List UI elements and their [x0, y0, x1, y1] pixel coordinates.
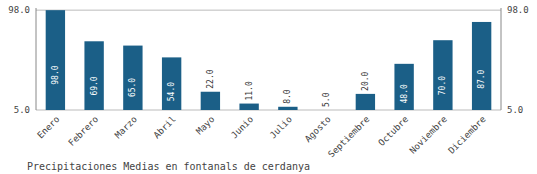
data-label: 8.0	[283, 89, 292, 104]
x-tick-label: Junio	[229, 114, 255, 140]
bar	[46, 10, 65, 110]
y-axis-line	[36, 8, 37, 110]
bar	[394, 64, 413, 110]
grid-line	[36, 110, 501, 111]
bar	[433, 40, 452, 110]
x-tick-label: Enero	[35, 114, 61, 140]
bar	[84, 41, 103, 110]
bar	[162, 57, 181, 110]
data-label: 48.0	[400, 84, 409, 103]
x-tick-label: Marzo	[113, 114, 139, 140]
x-tick-label: Agosto	[303, 114, 333, 144]
bar	[356, 94, 375, 110]
x-tick-label: Mayo	[194, 114, 216, 136]
data-label: 87.0	[477, 69, 486, 88]
title: Precipitaciones Medias en fontanals de c…	[27, 161, 310, 172]
bar	[278, 107, 297, 110]
data-label: 69.0	[90, 76, 99, 95]
data-label: 11.0	[245, 81, 254, 100]
x-tick-label: Diciembre	[446, 114, 488, 156]
data-label: 22.0	[206, 69, 215, 88]
bar	[239, 104, 258, 110]
y-tick-label: 5.0	[14, 105, 30, 115]
data-label: 98.0	[51, 65, 60, 84]
x-tick-label: Octubre	[376, 114, 410, 148]
bars	[46, 10, 492, 110]
y2-tick-label: 98.0	[507, 5, 529, 15]
data-label: 5.0	[322, 92, 331, 107]
data-label: 54.0	[167, 82, 176, 101]
y2-tick-label: 5.0	[507, 105, 523, 115]
data-label: 65.0	[128, 78, 137, 97]
bar	[472, 22, 491, 110]
bar	[201, 92, 220, 110]
data-label: 20.0	[361, 71, 370, 90]
x-tick-label: Julio	[268, 114, 294, 140]
x-tick-label: Septiembre	[326, 114, 371, 159]
bar	[123, 46, 142, 110]
x-tick-label: Febrero	[66, 114, 100, 148]
bar	[317, 110, 336, 111]
y-tick-label: 98.0	[8, 5, 30, 15]
chart: 5.0 98.0 5.0 98.0 98.0 69.0 65.0 54.0 22.0 11.0 8.…	[0, 0, 537, 174]
y2-axis-line	[501, 8, 502, 110]
x-tick-label: Noviembre	[407, 114, 449, 156]
grid-line	[36, 10, 501, 11]
data-label: 70.0	[438, 76, 447, 95]
x-tick-label: Abril	[152, 114, 178, 140]
